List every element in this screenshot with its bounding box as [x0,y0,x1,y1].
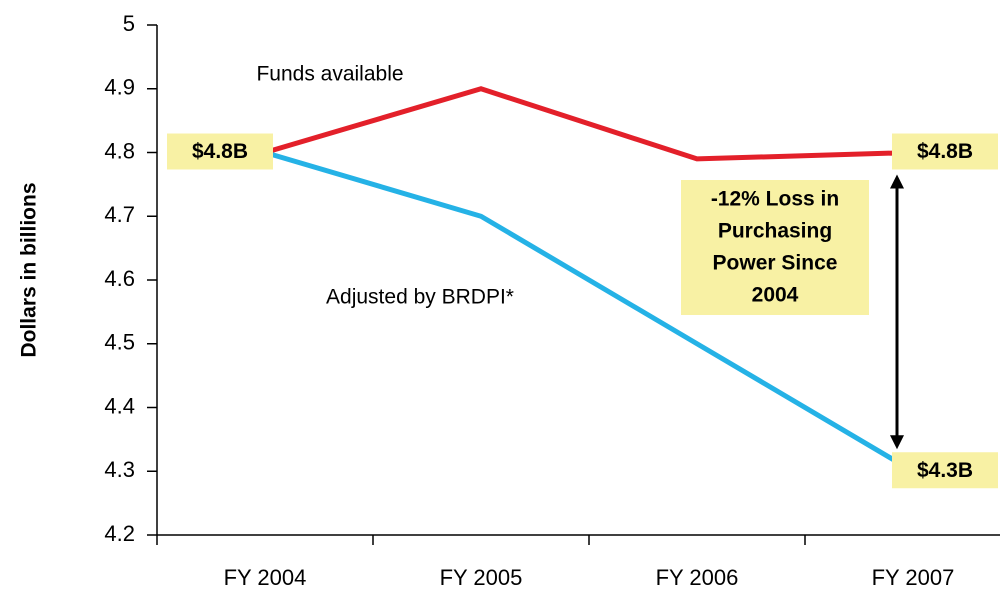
series-line [264,86,914,162]
y-tick-label: 4.4 [104,393,135,418]
value-label: $4.3B [917,459,973,482]
arrow-head [890,435,904,450]
y-tick-label: 5 [123,11,135,36]
value-label: $4.8B [917,140,973,163]
annotation-text: -12% Loss in [711,188,839,211]
y-tick-label: 4.2 [104,521,135,546]
x-tick-label: FY 2007 [872,565,955,590]
arrow-head [890,174,904,189]
annotation-text: Purchasing [718,220,832,243]
y-axis-label: Dollars in billions [18,182,41,357]
y-tick-label: 4.5 [104,330,135,355]
x-tick-label: FY 2006 [656,565,739,590]
y-tick-label: 4.6 [104,266,135,291]
y-tick-label: 4.7 [104,202,135,227]
value-label-box [892,452,998,489]
series-label: Adjusted by BRDPI* [326,286,514,309]
annotation-box [681,180,869,315]
x-tick-label: FY 2005 [440,565,523,590]
y-tick-label: 4.8 [104,138,135,163]
series-line [264,150,915,474]
series-label: Funds available [256,63,403,86]
x-tick-label: FY 2004 [224,565,307,590]
value-label-box [167,133,273,170]
annotation-text: Power Since [713,252,838,275]
value-label: $4.8B [192,140,248,163]
y-tick-label: 4.9 [104,75,135,100]
value-label-box [892,133,998,170]
annotation-text: 2004 [752,284,799,307]
y-tick-label: 4.3 [104,457,135,482]
